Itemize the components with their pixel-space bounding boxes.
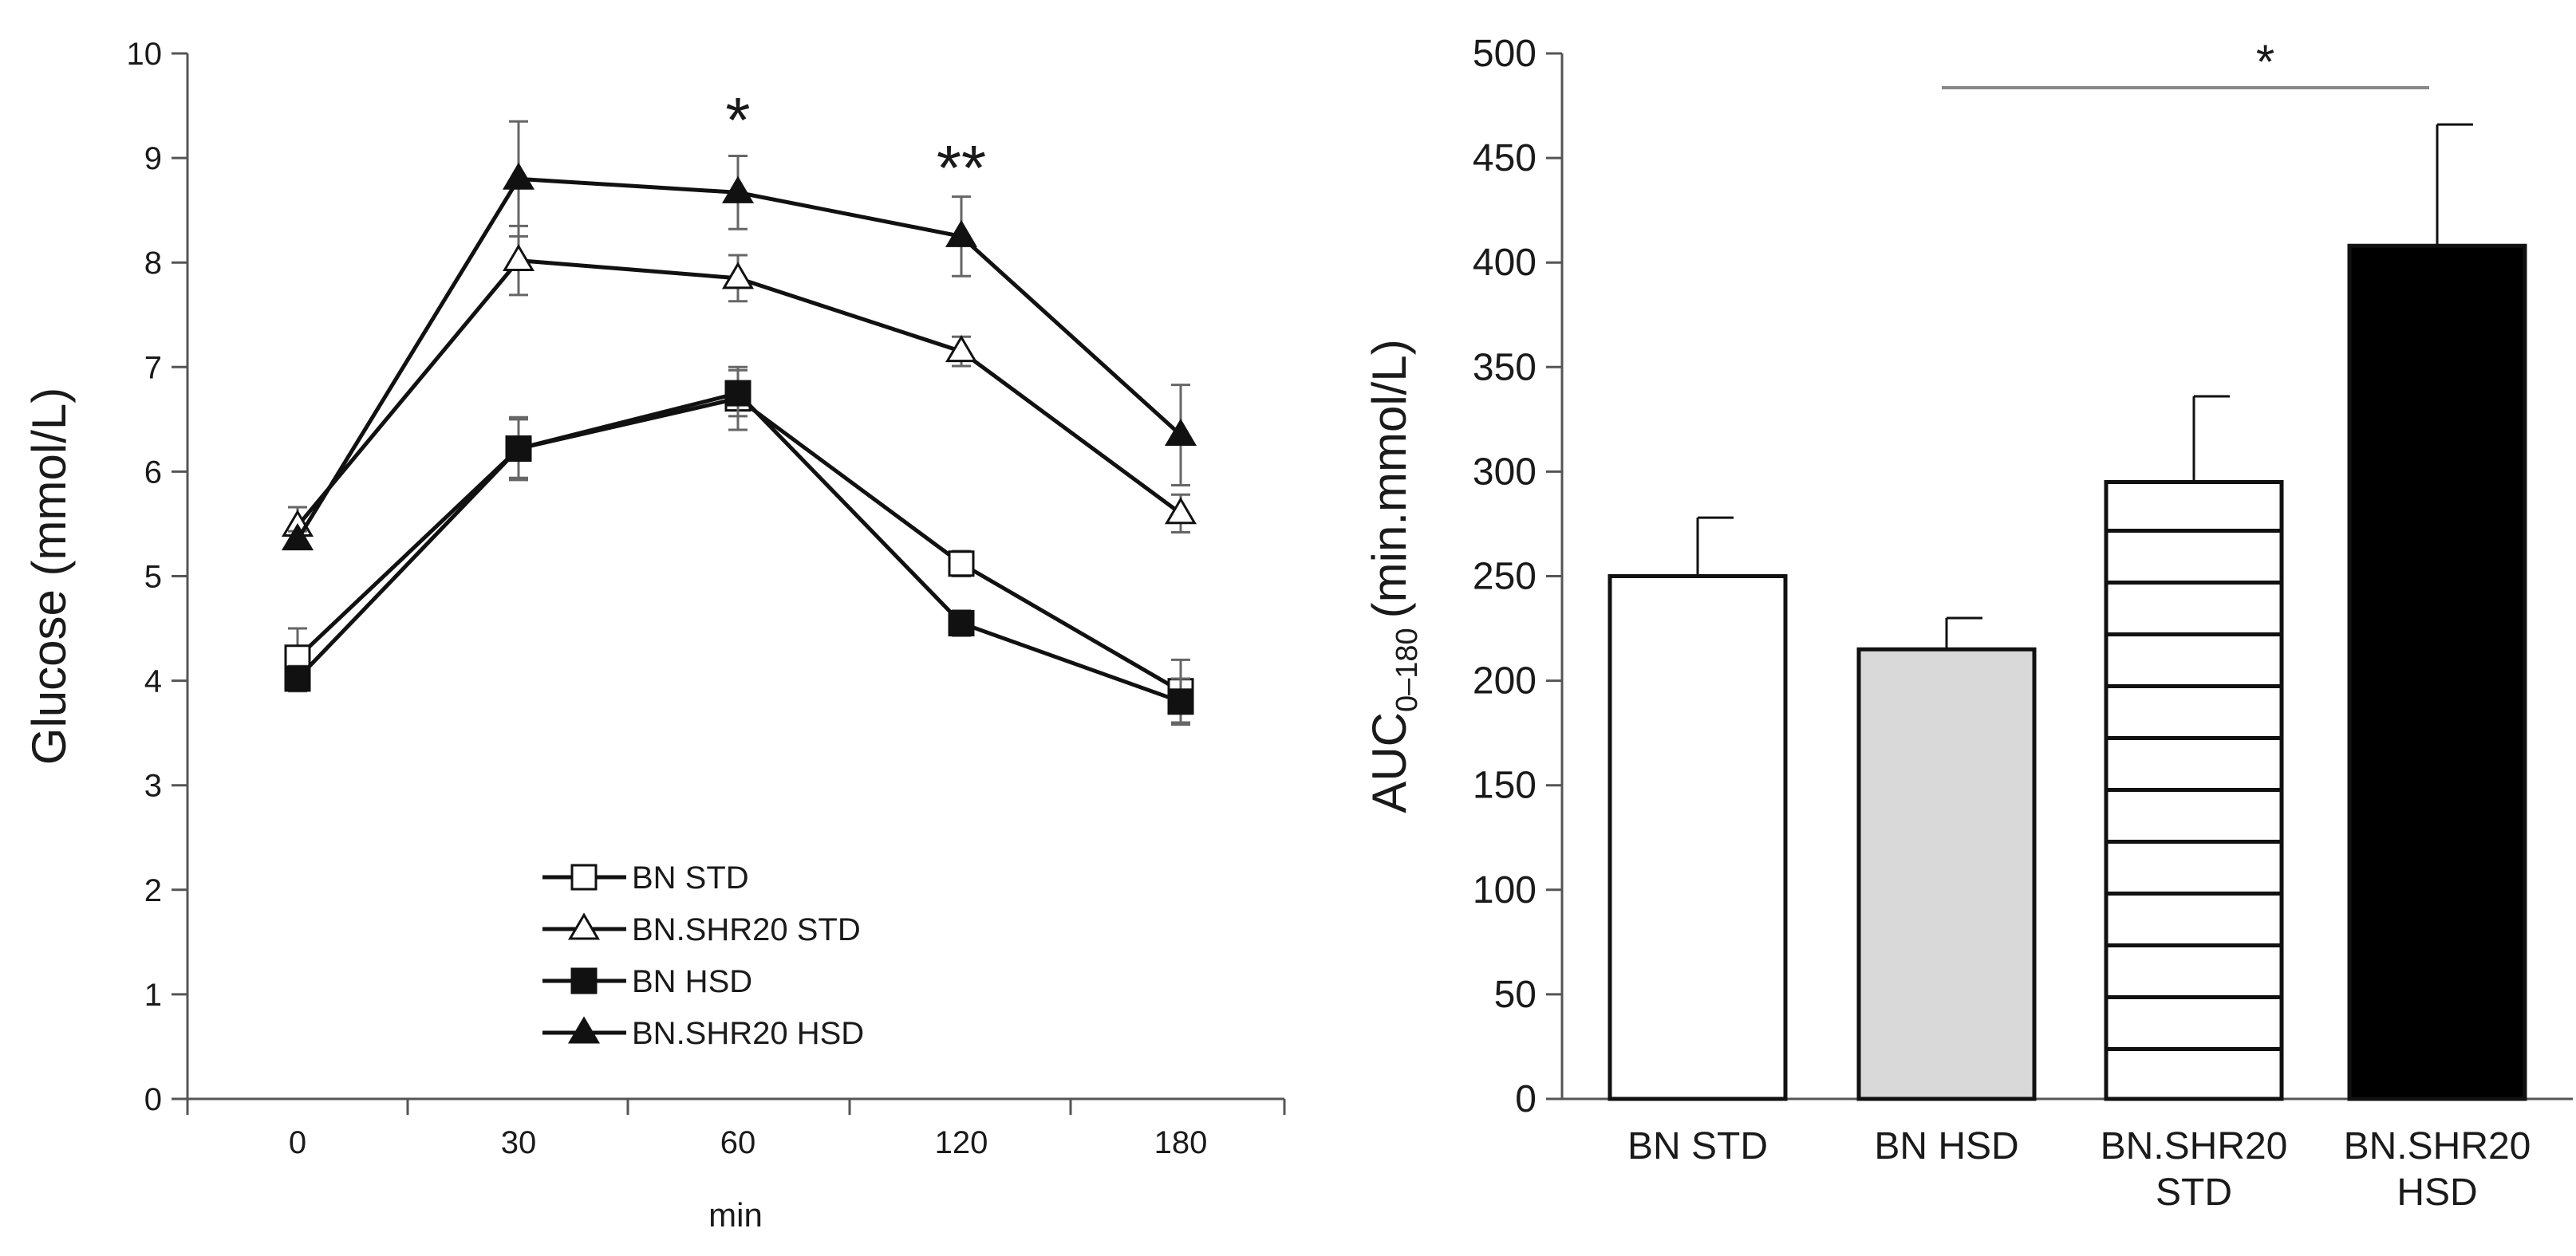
data-point xyxy=(1164,497,1197,525)
x-tick-label: 30 xyxy=(501,1125,537,1160)
data-point xyxy=(948,550,975,577)
category-label: BN.SHR20 xyxy=(2101,1125,2288,1167)
y-tick-label: 9 xyxy=(144,141,162,176)
data-point xyxy=(502,162,535,190)
series-line xyxy=(296,391,1181,704)
series-bn-hsd xyxy=(284,368,1194,726)
data-point xyxy=(724,380,751,407)
y-tick-label: 0 xyxy=(1515,1078,1537,1120)
data-point xyxy=(721,175,755,203)
x-tick-label: 60 xyxy=(720,1125,756,1160)
y-axis-label-main: AUC xyxy=(1363,712,1416,813)
data-point xyxy=(567,912,601,940)
y-tick-label: 350 xyxy=(1473,346,1537,388)
y-tick-label: 450 xyxy=(1473,137,1537,179)
data-point xyxy=(567,1016,601,1044)
auc-bar-chart: 0 50 100 150 200 250 300 350 400 450 500 BN STD BN H… xyxy=(1363,33,2573,1214)
glucose-line-chart: 0 1 2 3 4 5 6 7 8 9 10 0 30 60 120 180 min Glucose (mmol/… xyxy=(22,37,1286,1234)
y-tick-label: 10 xyxy=(127,37,163,72)
category-label: BN STD xyxy=(1627,1125,1768,1167)
data-point xyxy=(281,522,314,551)
data-point xyxy=(570,967,598,994)
data-point xyxy=(505,435,532,463)
data-point xyxy=(502,243,535,272)
data-point xyxy=(284,665,311,692)
data-point xyxy=(721,262,755,289)
y-tick-label: 2 xyxy=(144,873,162,908)
series-line xyxy=(296,396,1182,693)
bar xyxy=(1608,574,1788,1101)
significance-marker: * xyxy=(725,85,750,156)
legend-item: BN.SHR20 STD xyxy=(542,912,861,947)
data-point xyxy=(945,219,978,247)
data-point xyxy=(1167,688,1194,715)
y-tick-label: 8 xyxy=(144,246,162,281)
data-point xyxy=(948,609,975,636)
data-point xyxy=(570,864,598,891)
y-tick-label: 4 xyxy=(144,664,162,699)
bar xyxy=(2347,243,2527,1101)
category-label: BN.SHR20 xyxy=(2344,1125,2531,1167)
y-tick-label: 100 xyxy=(1473,869,1537,911)
y-tick-label: 250 xyxy=(1473,556,1537,598)
category-label: BN HSD xyxy=(1874,1125,2018,1167)
x-axis-label: min xyxy=(708,1196,763,1234)
y-tick-label: 400 xyxy=(1473,242,1537,284)
category-label: STD xyxy=(2156,1171,2232,1214)
y-tick-label: 7 xyxy=(144,350,162,385)
x-tick-label: 0 xyxy=(289,1125,306,1160)
data-point xyxy=(945,335,978,363)
y-axis-label: AUC0–180 (min.mmol/L) xyxy=(1363,339,1424,813)
y-axis-label-unit: (min.mmol/L) xyxy=(1363,339,1416,618)
y-tick-label: 6 xyxy=(144,455,162,490)
y-tick-label: 0 xyxy=(144,1082,162,1117)
significance-marker: ** xyxy=(937,132,986,203)
category-label: HSD xyxy=(2397,1171,2477,1214)
y-tick-label: 5 xyxy=(144,560,162,595)
legend-label: BN.SHR20 HSD xyxy=(632,1016,864,1051)
y-tick-label: 150 xyxy=(1473,765,1537,807)
bar xyxy=(1856,647,2037,1101)
y-tick-label: 500 xyxy=(1473,33,1537,75)
y-tick-label: 50 xyxy=(1494,974,1537,1016)
y-tick-label: 3 xyxy=(144,769,162,804)
legend-label: BN HSD xyxy=(632,964,752,999)
legend-item: BN HSD xyxy=(542,964,752,999)
significance-marker: * xyxy=(2256,35,2274,89)
x-tick-label: 120 xyxy=(935,1125,988,1160)
bar xyxy=(2104,480,2284,1101)
y-tick-label: 1 xyxy=(144,978,162,1013)
legend-item: BN.SHR20 HSD xyxy=(542,1016,864,1051)
series-bn-shr20-hsd xyxy=(281,120,1197,551)
x-tick-label: 180 xyxy=(1154,1125,1208,1160)
y-tick-label: 300 xyxy=(1473,451,1537,493)
series-line xyxy=(295,176,1182,541)
legend-item: BN STD xyxy=(542,860,749,896)
data-point xyxy=(1164,418,1197,446)
legend-label: BN.SHR20 STD xyxy=(632,912,861,947)
legend-label: BN STD xyxy=(632,860,749,896)
y-axis-label: Glucose (mmol/L) xyxy=(22,388,76,765)
y-tick-label: 200 xyxy=(1473,660,1537,703)
y-axis-label-subscript: 0–180 xyxy=(1391,628,1424,712)
